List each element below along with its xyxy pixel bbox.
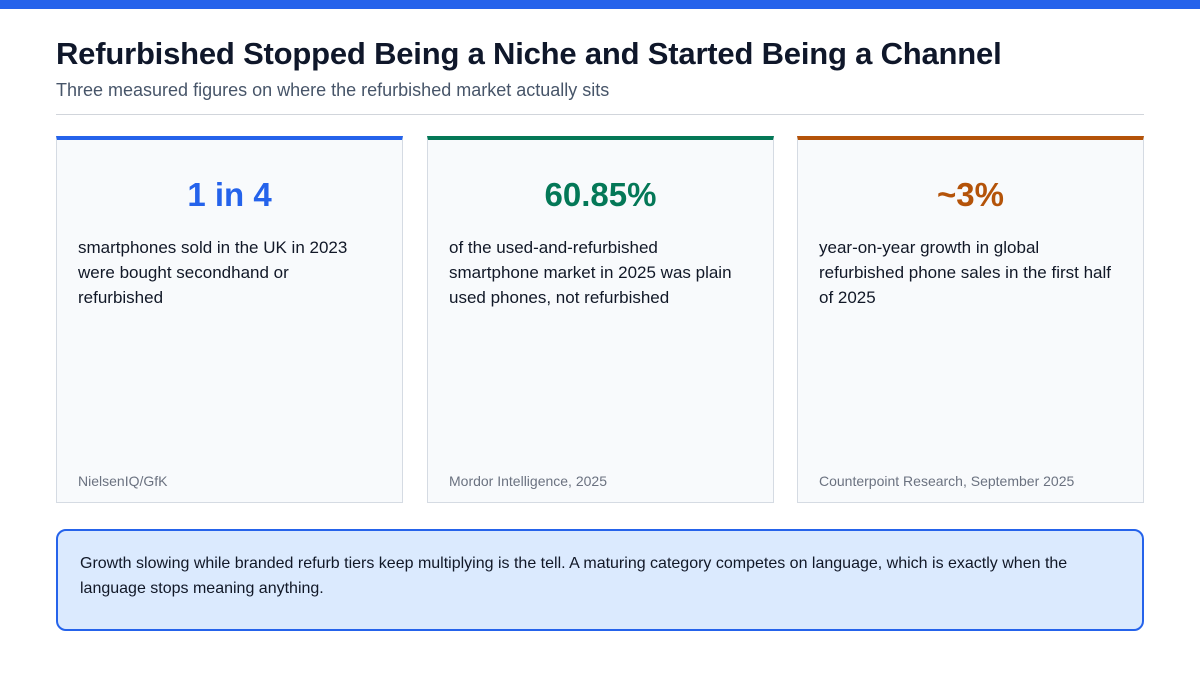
top-accent-bar	[0, 0, 1200, 9]
stat-source: Counterpoint Research, September 2025	[819, 473, 1075, 489]
stat-value: ~3%	[937, 176, 1004, 213]
stat-description: smartphones sold in the UK in 2023 were …	[78, 238, 348, 307]
stat-card-uk-secondhand: 1 in 4 smartphones sold in the UK in 202…	[56, 136, 403, 503]
stat-source: NielsenIQ/GfK	[78, 473, 168, 489]
stat-value: 60.85%	[544, 176, 657, 213]
stat-card-refurb-growth: ~3% year-on-year growth in global refurb…	[797, 136, 1144, 503]
page-title: Refurbished Stopped Being a Niche and St…	[56, 36, 1002, 71]
page-subtitle: Three measured figures on where the refu…	[56, 80, 610, 100]
stat-description: year-on-year growth in global refurbishe…	[819, 238, 1112, 307]
stat-description: of the used-and-refurbished smartphone m…	[449, 238, 732, 307]
stat-card-used-share: 60.85% of the used-and-refurbished smart…	[427, 136, 774, 503]
callout-text: Growth slowing while branded refurb tier…	[80, 555, 1068, 597]
header-divider	[56, 114, 1144, 115]
stat-source: Mordor Intelligence, 2025	[449, 473, 607, 489]
stat-value: 1 in 4	[187, 176, 272, 213]
takeaway-callout: Growth slowing while branded refurb tier…	[56, 529, 1144, 631]
